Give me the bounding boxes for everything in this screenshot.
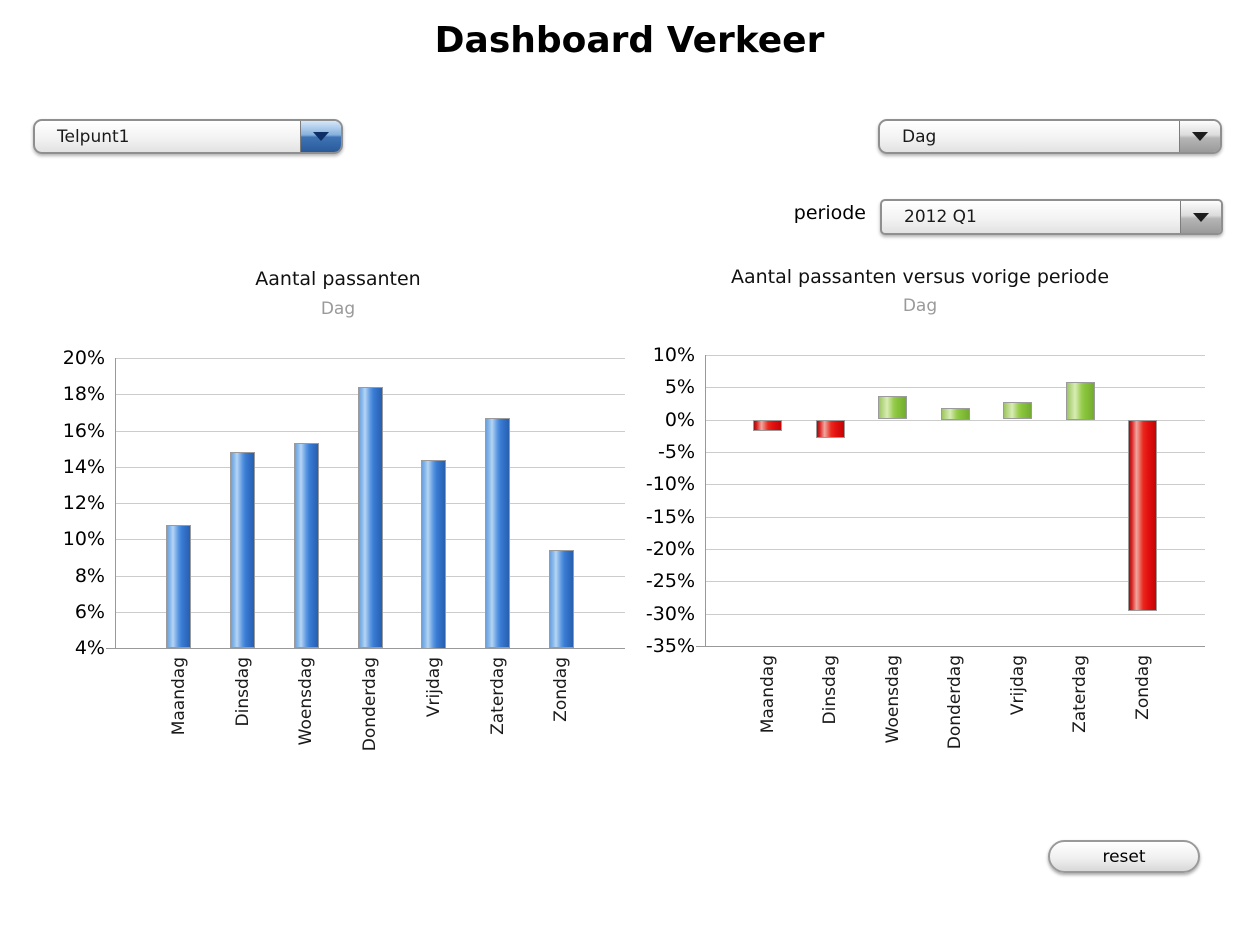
bar-versus-dinsdag[interactable] bbox=[816, 420, 845, 438]
bar-passanten-vrijdag[interactable] bbox=[421, 460, 446, 649]
chart-versus-title: Aantal passanten versus vorige periode bbox=[730, 266, 1110, 288]
bar-passanten-maandag[interactable] bbox=[166, 525, 191, 648]
y-tick-label-versus--25: -25% bbox=[645, 570, 695, 592]
gridline-versus--35 bbox=[696, 646, 1205, 647]
bar-passanten-dinsdag[interactable] bbox=[230, 452, 255, 648]
x-label-versus-maandag: Maandag bbox=[758, 655, 778, 734]
y-tick-label-passanten-4: 4% bbox=[74, 637, 105, 659]
gridline-versus--20 bbox=[705, 549, 1205, 550]
chart-versus-subtitle: Dag bbox=[902, 296, 938, 316]
y-tick-label-passanten-6: 6% bbox=[74, 601, 105, 623]
chevron-down-icon bbox=[1192, 132, 1208, 141]
gridline-passanten-4 bbox=[106, 648, 625, 649]
y-tick-label-passanten-8: 8% bbox=[74, 565, 105, 587]
gridline-versus--10 bbox=[705, 484, 1205, 485]
y-axis-line-passanten bbox=[115, 358, 116, 648]
periode-dropdown[interactable]: 2012 Q1 bbox=[880, 199, 1223, 235]
chart-passanten-subtitle: Dag bbox=[320, 299, 356, 319]
x-label-passanten-woensdag: Woensdag bbox=[296, 657, 316, 746]
granularity-dropdown-value: Dag bbox=[902, 126, 937, 147]
periode-dropdown-button[interactable] bbox=[1180, 201, 1221, 233]
y-tick-label-versus--10: -10% bbox=[645, 473, 695, 495]
gridline-versus--15 bbox=[705, 517, 1205, 518]
gridline-passanten-20 bbox=[115, 358, 625, 359]
gridline-versus--5 bbox=[705, 452, 1205, 453]
telpunt-dropdown-button[interactable] bbox=[300, 121, 341, 152]
y-tick-label-versus--35: -35% bbox=[645, 635, 695, 657]
y-tick-label-versus--30: -30% bbox=[645, 603, 695, 625]
bar-passanten-donderdag[interactable] bbox=[358, 387, 383, 648]
y-tick-label-passanten-16: 16% bbox=[62, 420, 105, 442]
x-label-versus-woensdag: Woensdag bbox=[883, 655, 903, 744]
gridline-versus-10 bbox=[705, 355, 1205, 356]
bar-versus-woensdag[interactable] bbox=[878, 396, 907, 419]
x-label-passanten-donderdag: Donderdag bbox=[360, 657, 380, 752]
y-tick-label-passanten-10: 10% bbox=[62, 528, 105, 550]
bar-passanten-zaterdag[interactable] bbox=[485, 418, 510, 648]
y-axis-line-versus bbox=[705, 355, 706, 646]
gridline-versus--30 bbox=[705, 614, 1205, 615]
granularity-dropdown-button[interactable] bbox=[1179, 121, 1220, 152]
y-tick-label-versus--15: -15% bbox=[645, 506, 695, 528]
bar-versus-zondag[interactable] bbox=[1128, 420, 1157, 611]
x-label-passanten-vrijdag: Vrijdag bbox=[424, 657, 444, 718]
gridline-versus--25 bbox=[705, 581, 1205, 582]
y-tick-label-versus-10: 10% bbox=[652, 344, 695, 366]
bar-versus-zaterdag[interactable] bbox=[1066, 382, 1095, 420]
y-tick-label-versus-0: 0% bbox=[664, 409, 695, 431]
bar-passanten-woensdag[interactable] bbox=[294, 443, 319, 648]
y-tick-label-versus-5: 5% bbox=[664, 376, 695, 398]
bar-versus-vrijdag[interactable] bbox=[1003, 402, 1032, 419]
page-title: Dashboard Verkeer bbox=[434, 20, 825, 61]
y-tick-label-versus--20: -20% bbox=[645, 538, 695, 560]
x-label-passanten-maandag: Maandag bbox=[169, 657, 189, 736]
gridline-versus-5 bbox=[705, 387, 1205, 388]
granularity-dropdown[interactable]: Dag bbox=[878, 119, 1222, 154]
reset-button[interactable]: reset bbox=[1048, 840, 1200, 873]
bar-passanten-zondag[interactable] bbox=[549, 550, 574, 648]
periode-label: periode bbox=[793, 202, 866, 224]
y-tick-label-passanten-20: 20% bbox=[62, 347, 105, 369]
gridline-versus-0 bbox=[705, 420, 1205, 421]
x-label-passanten-zondag: Zondag bbox=[551, 657, 571, 722]
chevron-down-icon bbox=[1193, 212, 1209, 222]
bar-versus-donderdag[interactable] bbox=[941, 408, 970, 420]
x-label-versus-donderdag: Donderdag bbox=[945, 655, 965, 750]
x-label-passanten-zaterdag: Zaterdag bbox=[488, 657, 508, 735]
chart-passanten-title: Aantal passanten bbox=[255, 268, 421, 290]
x-label-versus-vrijdag: Vrijdag bbox=[1008, 655, 1028, 716]
chevron-down-icon bbox=[313, 132, 329, 141]
x-label-versus-zaterdag: Zaterdag bbox=[1070, 655, 1090, 733]
y-tick-label-passanten-14: 14% bbox=[62, 456, 105, 478]
telpunt-dropdown-value: Telpunt1 bbox=[57, 126, 130, 147]
periode-dropdown-value: 2012 Q1 bbox=[904, 207, 977, 227]
y-tick-label-passanten-18: 18% bbox=[62, 383, 105, 405]
telpunt-dropdown[interactable]: Telpunt1 bbox=[33, 119, 343, 154]
x-label-versus-dinsdag: Dinsdag bbox=[820, 655, 840, 725]
x-label-passanten-dinsdag: Dinsdag bbox=[233, 657, 253, 727]
bar-versus-maandag[interactable] bbox=[753, 420, 782, 431]
x-label-versus-zondag: Zondag bbox=[1133, 655, 1153, 720]
y-tick-label-versus--5: -5% bbox=[658, 441, 695, 463]
y-tick-label-passanten-12: 12% bbox=[62, 492, 105, 514]
